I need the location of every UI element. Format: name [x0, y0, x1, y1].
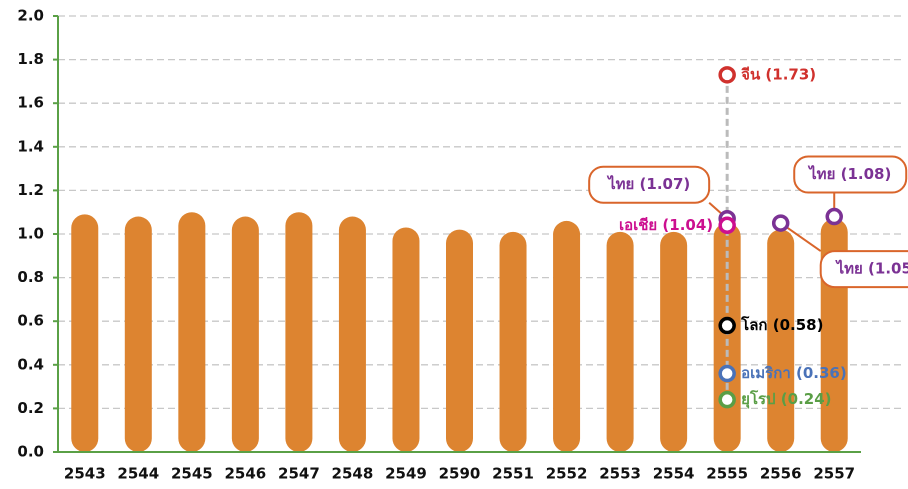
point-label: โลก (0.58)	[740, 315, 823, 334]
callout-box	[793, 155, 908, 194]
point-marker	[771, 214, 790, 232]
bar	[499, 231, 527, 452]
bar	[178, 212, 206, 452]
y-tick-label: 0.2	[17, 399, 44, 417]
point-marker	[718, 390, 736, 409]
x-tick-label: 2548	[332, 465, 374, 483]
x-tick-label: 2556	[760, 465, 802, 483]
point-marker	[718, 316, 736, 335]
y-tick-label: 1.6	[17, 94, 44, 112]
x-tick-label: 2544	[117, 465, 159, 483]
x-tick-label: 2557	[813, 465, 855, 483]
x-tick-label: 2555	[706, 465, 748, 483]
point-label: อเมริกา (0.36)	[741, 364, 847, 382]
y-tick-label: 1.2	[17, 181, 44, 199]
x-tick-label: 2547	[278, 465, 320, 483]
point-marker	[718, 364, 736, 383]
point-label: ไทย (1.07)	[606, 174, 690, 193]
bar	[660, 231, 688, 452]
point-marker	[718, 216, 736, 235]
y-tick-label: 0.0	[17, 443, 44, 461]
point-marker	[718, 66, 736, 84]
point-label: ไทย (1.08)	[807, 164, 891, 183]
y-tick-label: 0.4	[17, 355, 44, 373]
point-label: เอเชีย (1.04)	[619, 216, 713, 234]
bar	[767, 229, 795, 452]
bar	[124, 216, 152, 452]
y-tick-label: 0.8	[17, 268, 44, 286]
point-marker	[825, 207, 843, 226]
point-label: ไทย (1.05)	[835, 259, 908, 278]
callout-box	[819, 250, 908, 289]
y-tick-label: 1.0	[17, 225, 44, 243]
x-tick-label: 2543	[64, 465, 106, 483]
x-tick-label: 2554	[653, 465, 695, 483]
x-tick-label: 2549	[385, 465, 427, 483]
x-tick-label: 2590	[439, 465, 481, 483]
point-label: ยุโรป (0.24)	[741, 389, 831, 409]
x-tick-label: 2545	[171, 465, 213, 483]
callout-box	[588, 165, 711, 204]
bar	[338, 216, 366, 452]
point-label: จีน (1.73)	[741, 65, 816, 83]
x-tick-label: 2553	[599, 465, 641, 483]
bar	[71, 214, 99, 452]
y-tick-label: 0.6	[17, 312, 44, 330]
y-tick-label: 1.4	[17, 137, 44, 155]
bar	[392, 227, 420, 452]
bar	[285, 212, 313, 452]
bar	[446, 229, 473, 452]
bar	[553, 220, 581, 452]
y-tick-label: 2.0	[17, 7, 44, 25]
x-tick-label: 2551	[492, 465, 534, 483]
x-tick-label: 2552	[546, 465, 588, 483]
y-tick-label: 1.8	[17, 50, 44, 68]
x-tick-label: 2546	[224, 465, 266, 483]
bar	[606, 231, 634, 452]
bar	[231, 216, 259, 452]
